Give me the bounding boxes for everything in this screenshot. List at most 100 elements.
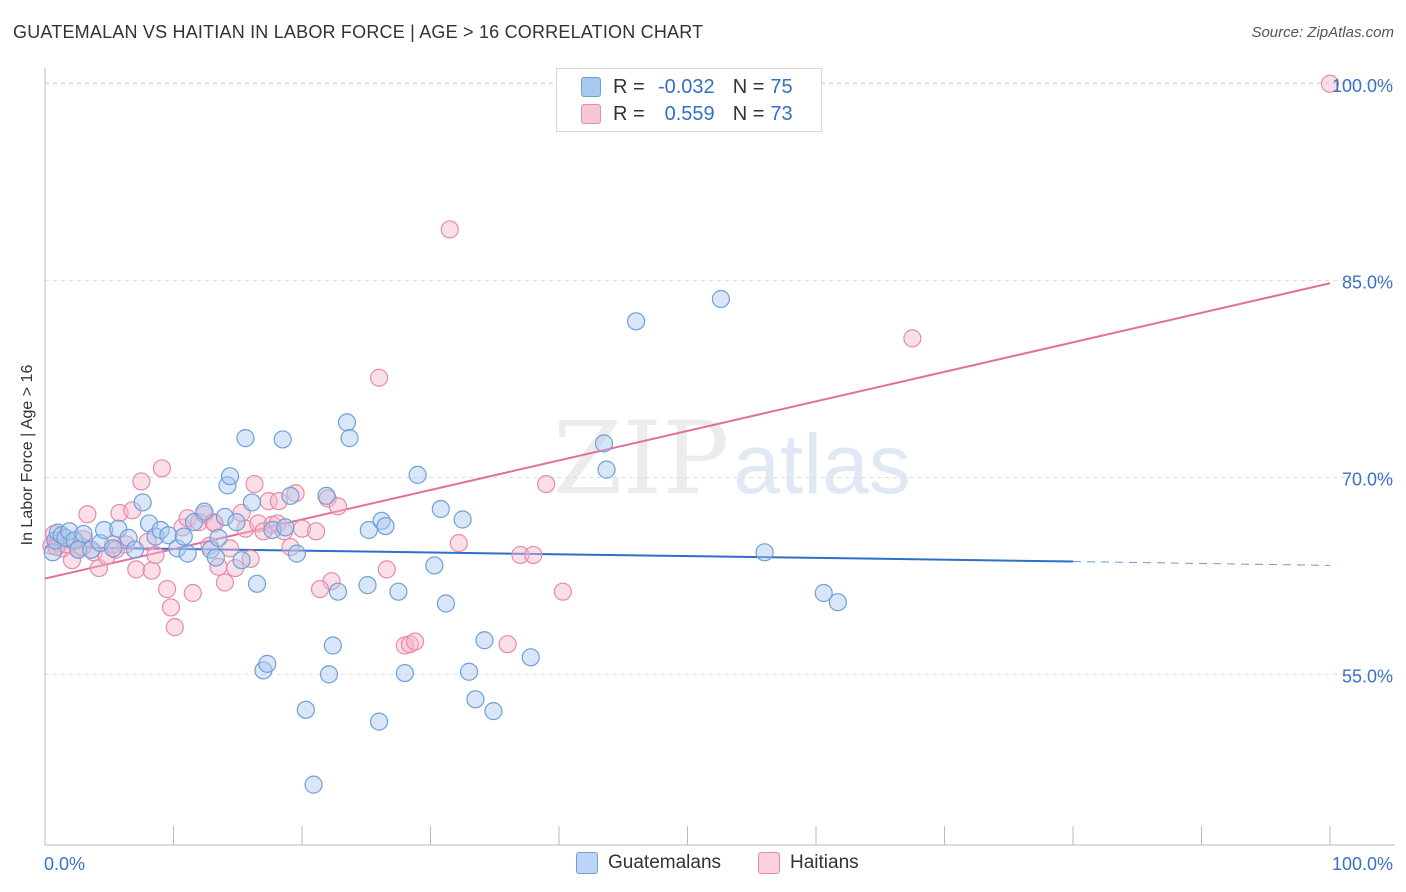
point-haitian (269, 492, 288, 511)
point-haitian (165, 618, 184, 637)
point-guatemalan (328, 582, 348, 601)
legend-r-label: R = (613, 75, 645, 98)
legend-n-label: N = (732, 75, 765, 98)
point-guatemalan (215, 507, 234, 526)
watermark-zip: ZIP (553, 400, 730, 517)
point-haitian (132, 472, 151, 491)
point-haitian (440, 220, 459, 239)
point-guatemalan (389, 582, 408, 601)
point-guatemalan (376, 516, 395, 536)
point-guatemalan (227, 513, 246, 532)
trend-lines (44, 282, 1331, 580)
point-haitian (78, 505, 97, 524)
point-haitian (127, 560, 146, 579)
y-tick-label: 85.0% (1342, 273, 1393, 293)
point-haitian (142, 561, 161, 580)
point-guatemalan (484, 702, 503, 721)
point-guatemalan (453, 510, 472, 529)
point-guatemalan (711, 289, 731, 309)
point-guatemalan (323, 636, 342, 655)
legend-swatch-pink (581, 104, 601, 124)
point-guatemalan (95, 520, 114, 540)
point-guatemalan (304, 775, 323, 794)
point-haitian (62, 551, 82, 570)
point-guatemalan (220, 467, 240, 486)
point-guatemalan (319, 665, 339, 684)
point-guatemalan (340, 429, 359, 448)
point-guatemalan (65, 531, 84, 550)
point-guatemalan (247, 574, 267, 593)
point-haitian (370, 368, 389, 387)
series-swatch-pink (758, 852, 780, 874)
point-guatemalan (521, 648, 540, 667)
point-haitian (400, 635, 420, 654)
point-guatemalan (281, 486, 300, 505)
point-guatemalan (358, 576, 377, 595)
x-tick-label: 100.0% (1332, 854, 1393, 874)
point-guatemalan (209, 528, 228, 547)
point-haitian (307, 522, 326, 541)
point-haitian (183, 583, 202, 603)
point-haitian (146, 545, 165, 565)
series-legend-guatemalans: Guatemalans (576, 852, 721, 874)
point-guatemalan (287, 544, 306, 563)
point-haitian (449, 534, 468, 553)
point-haitian (161, 598, 181, 617)
point-guatemalan (370, 712, 389, 731)
point-guatemalan (273, 430, 292, 449)
point-haitian (524, 545, 543, 565)
point-guatemalan (236, 429, 255, 448)
point-haitian (328, 497, 348, 516)
legend-swatch-blue (581, 77, 601, 97)
point-guatemalan (597, 460, 616, 479)
point-guatemalan (242, 493, 261, 512)
point-haitian (205, 514, 224, 533)
point-haitian (377, 560, 396, 579)
point-guatemalan (74, 524, 93, 544)
point-guatemalan (425, 556, 444, 575)
point-guatemalan (119, 528, 138, 547)
source-label: Source: ZipAtlas.com (1251, 24, 1394, 41)
legend-n-value: 73 (770, 102, 793, 125)
series-legend-haitians: Haitians (758, 852, 859, 874)
tick-labels: 55.0% 70.0% 85.0% 100.0% 0.0% 100.0% (44, 76, 1393, 874)
point-guatemalan (317, 486, 336, 505)
point-guatemalan (159, 526, 178, 545)
series-swatch-blue (576, 852, 598, 874)
legend-r-value: -0.032 (657, 75, 715, 98)
point-guatemalan (258, 654, 277, 673)
point-guatemalan (168, 539, 187, 558)
point-guatemalan (466, 690, 485, 709)
point-haitian (1320, 74, 1340, 93)
legend-r-label: R = (613, 102, 645, 125)
point-guatemalan (109, 519, 128, 538)
point-guatemalan (459, 662, 479, 681)
point-haitian (173, 518, 192, 537)
legend-row-guatemalans: R = -0.032 N = 75 (581, 75, 793, 99)
chart-title: GUATEMALAN VS HAITIAN IN LABOR FORCE | A… (13, 22, 704, 42)
point-guatemalan (475, 631, 494, 650)
legend-n-label: N = (732, 102, 765, 125)
point-guatemalan (125, 540, 145, 559)
point-haitian (310, 579, 330, 599)
y-tick-label: 70.0% (1342, 470, 1393, 490)
y-tick-label: 55.0% (1342, 666, 1393, 686)
point-haitian (215, 573, 234, 592)
point-haitian (152, 459, 172, 478)
point-guatemalan (828, 593, 847, 612)
point-guatemalan (60, 522, 79, 541)
point-guatemalan (755, 543, 774, 562)
point-haitian (903, 329, 922, 348)
point-haitian (537, 474, 556, 494)
point-haitian (553, 582, 572, 601)
watermark: ZIPatlas (553, 400, 911, 517)
point-haitian (498, 635, 517, 654)
point-guatemalan (395, 663, 414, 683)
grid-lines (45, 82, 1395, 675)
point-guatemalan (436, 594, 456, 613)
point-guatemalan (626, 312, 646, 331)
legend-r-value: 0.559 (664, 102, 715, 125)
trend-line-haitians (44, 282, 1331, 580)
point-guatemalan (104, 539, 123, 558)
